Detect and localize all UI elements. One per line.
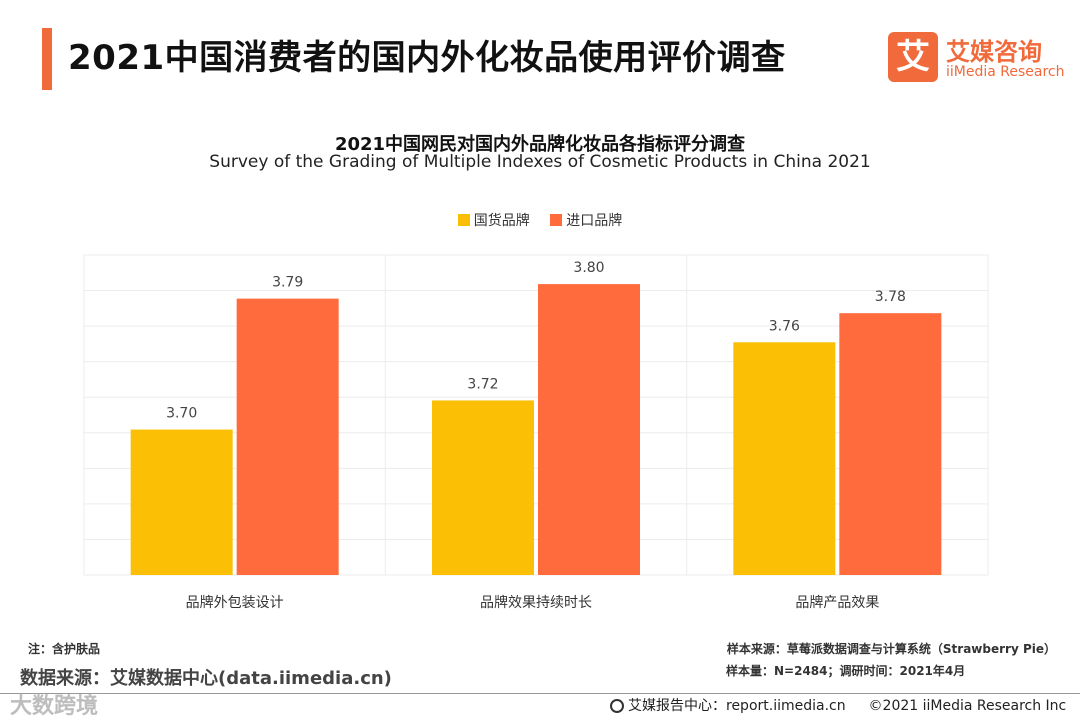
- legend-swatch-imported: [550, 214, 563, 226]
- footer-divider: [0, 693, 1080, 694]
- title-accent-bar: [42, 28, 52, 90]
- bar-domestic-2: [733, 342, 836, 575]
- globe-icon: [610, 699, 624, 713]
- bar-imported-2: [839, 313, 942, 575]
- watermark-text: 大数跨境: [10, 694, 99, 719]
- brand-logo: 艾 艾媒咨询 iiMedia Research: [888, 30, 1068, 86]
- legend-item-imported: 进口品牌: [550, 210, 622, 230]
- data-label-imported-0: 3.79: [272, 275, 303, 291]
- x-tick-label-2: 品牌产品效果: [795, 594, 879, 611]
- legend-item-domestic: 国货品牌: [457, 210, 530, 230]
- chart-title: 2021中国网民对国内外品牌化妆品各指标评分调查: [334, 134, 746, 155]
- logo-en-text: iiMedia Research: [946, 64, 1065, 80]
- data-label-imported-1: 3.80: [573, 260, 604, 276]
- legend-swatch-domestic: [457, 214, 470, 226]
- report-center-link[interactable]: 艾媒报告中心：report.iimedia.cn: [628, 698, 846, 714]
- sample-size: 样本量：N=2484；调研时间：2021年4月: [726, 664, 966, 678]
- chart-legend: 国货品牌 进口品牌: [0, 210, 1080, 230]
- sample-source: 样本来源：草莓派数据调查与计算系统（Strawberry Pie）: [726, 642, 1056, 656]
- bar-domestic-0: [130, 429, 233, 575]
- bar-domestic-1: [432, 400, 534, 575]
- data-label-domestic-1: 3.72: [467, 376, 498, 392]
- legend-label-domestic: 国货品牌: [473, 213, 530, 229]
- legend-label-imported: 进口品牌: [566, 213, 623, 229]
- data-label-imported-2: 3.78: [875, 289, 906, 305]
- logo-cn-text: 艾媒咨询: [946, 38, 1042, 66]
- bar-imported-0: [236, 298, 339, 575]
- chart-subtitle: Survey of the Grading of Multiple Indexe…: [209, 152, 871, 172]
- data-source: 数据来源：艾媒数据中心(data.iimedia.cn): [20, 668, 392, 689]
- bar-imported-1: [538, 284, 640, 575]
- logo-badge: 艾: [888, 32, 938, 82]
- bar-chart: 3.70 3.79 品牌外包装设计 3.72 3.80 品牌效果持续时长 3.76 3.78 品…: [83, 254, 989, 611]
- x-tick-label-1: 品牌效果持续时长: [480, 594, 592, 611]
- data-label-domestic-2: 3.76: [769, 318, 800, 334]
- copyright: ©2021 iiMedia Research Inc: [868, 698, 1067, 714]
- x-tick-label-0: 品牌外包装设计: [186, 594, 284, 611]
- footer-bar: 艾媒报告中心：report.iimedia.cn ©2021 iiMedia R…: [610, 694, 1066, 718]
- page-title: 2021中国消费者的国内外化妆品使用评价调查: [68, 38, 786, 78]
- note-text: 注：含护肤品: [28, 642, 101, 656]
- data-label-domestic-0: 3.70: [166, 406, 197, 422]
